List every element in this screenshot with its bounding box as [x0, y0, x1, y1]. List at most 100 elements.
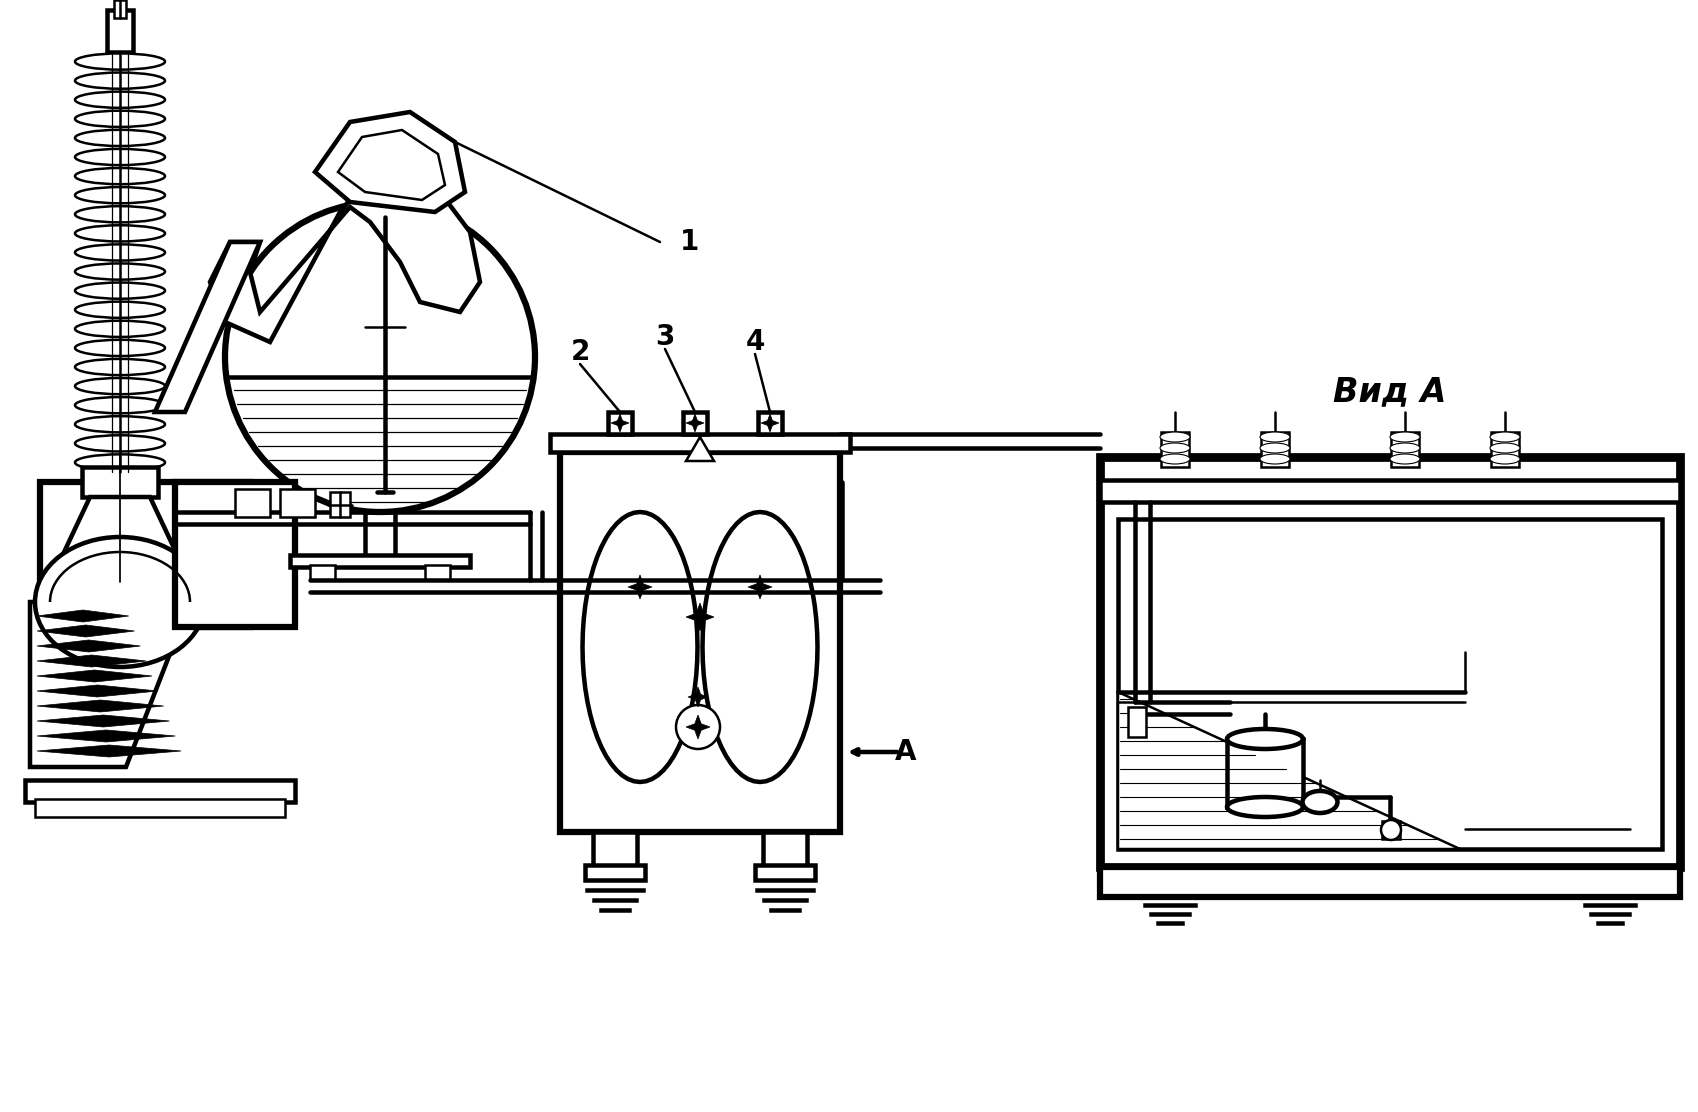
Ellipse shape: [1160, 431, 1189, 441]
Ellipse shape: [1260, 454, 1289, 464]
Bar: [1099, 867, 1679, 897]
Text: Вид А: Вид А: [1333, 376, 1445, 408]
Bar: [1260, 431, 1289, 467]
Text: A: A: [895, 738, 915, 766]
Ellipse shape: [1260, 431, 1289, 441]
Bar: [1226, 739, 1302, 807]
Bar: [114, 0, 126, 18]
Ellipse shape: [1160, 443, 1189, 453]
Polygon shape: [37, 699, 163, 712]
Circle shape: [676, 705, 720, 749]
Ellipse shape: [75, 111, 165, 127]
Bar: [550, 434, 849, 451]
Ellipse shape: [75, 397, 165, 414]
Text: 4: 4: [745, 328, 764, 356]
Ellipse shape: [75, 226, 165, 241]
Polygon shape: [582, 512, 698, 782]
Bar: [1380, 821, 1399, 838]
Bar: [107, 10, 132, 52]
Polygon shape: [747, 575, 771, 599]
Ellipse shape: [75, 455, 165, 470]
Polygon shape: [686, 437, 713, 461]
Ellipse shape: [75, 91, 165, 108]
Polygon shape: [628, 575, 652, 599]
Text: 1: 1: [679, 228, 700, 256]
Bar: [584, 865, 645, 880]
Bar: [1160, 431, 1189, 467]
Polygon shape: [31, 602, 190, 767]
Polygon shape: [686, 414, 703, 431]
Bar: [290, 555, 470, 567]
Bar: [41, 481, 250, 627]
Polygon shape: [37, 685, 158, 697]
Ellipse shape: [1489, 443, 1520, 453]
Bar: [1127, 707, 1146, 737]
Ellipse shape: [75, 359, 165, 375]
Ellipse shape: [1226, 729, 1302, 749]
Text: 3: 3: [655, 322, 674, 351]
Ellipse shape: [75, 187, 165, 203]
Bar: [82, 467, 158, 497]
Ellipse shape: [75, 340, 165, 356]
Bar: [683, 413, 706, 434]
Polygon shape: [37, 610, 129, 622]
Bar: [1391, 431, 1418, 467]
Polygon shape: [686, 603, 713, 631]
Bar: [1491, 431, 1518, 467]
Polygon shape: [1117, 692, 1459, 848]
Bar: [1099, 457, 1679, 867]
Ellipse shape: [75, 149, 165, 165]
Bar: [1099, 480, 1679, 502]
Ellipse shape: [1489, 454, 1520, 464]
Polygon shape: [761, 414, 779, 431]
Bar: [757, 413, 781, 434]
Bar: [234, 489, 270, 517]
Bar: [25, 780, 295, 802]
Polygon shape: [37, 745, 182, 757]
Ellipse shape: [75, 378, 165, 395]
Polygon shape: [155, 242, 260, 413]
Ellipse shape: [75, 168, 165, 185]
Bar: [175, 481, 295, 627]
Polygon shape: [314, 112, 465, 212]
Ellipse shape: [75, 320, 165, 337]
Bar: [754, 865, 815, 880]
Polygon shape: [37, 655, 146, 667]
Ellipse shape: [75, 206, 165, 222]
Polygon shape: [211, 182, 481, 342]
Circle shape: [224, 202, 535, 512]
Bar: [1117, 519, 1661, 848]
Ellipse shape: [75, 416, 165, 433]
Bar: [36, 800, 285, 817]
Ellipse shape: [1160, 454, 1189, 464]
Ellipse shape: [1389, 431, 1420, 441]
Polygon shape: [611, 414, 628, 431]
Ellipse shape: [1260, 443, 1289, 453]
Bar: [309, 565, 335, 580]
Ellipse shape: [75, 282, 165, 299]
Polygon shape: [49, 497, 190, 582]
Ellipse shape: [75, 435, 165, 451]
Bar: [560, 451, 839, 832]
Text: 2: 2: [571, 338, 589, 366]
Polygon shape: [37, 715, 170, 727]
Polygon shape: [37, 729, 175, 742]
Bar: [593, 832, 637, 867]
Bar: [329, 492, 350, 517]
Polygon shape: [686, 715, 710, 739]
Polygon shape: [37, 625, 134, 637]
Ellipse shape: [75, 264, 165, 279]
Bar: [280, 489, 314, 517]
Bar: [762, 832, 807, 867]
Ellipse shape: [75, 72, 165, 89]
Circle shape: [1380, 820, 1401, 840]
Ellipse shape: [75, 245, 165, 260]
Ellipse shape: [1389, 454, 1420, 464]
Ellipse shape: [75, 53, 165, 70]
Ellipse shape: [1489, 431, 1520, 441]
Polygon shape: [688, 687, 708, 707]
Polygon shape: [701, 512, 817, 782]
Bar: [608, 413, 632, 434]
Ellipse shape: [1226, 797, 1302, 817]
Ellipse shape: [75, 301, 165, 318]
